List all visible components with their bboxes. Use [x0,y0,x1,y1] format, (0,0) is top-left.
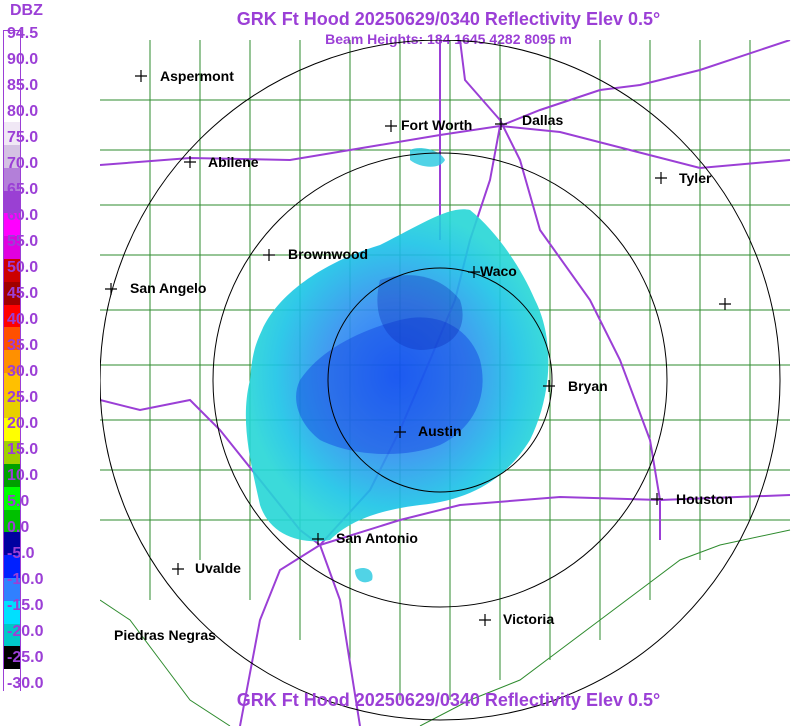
legend-label: 35.0 [7,337,39,354]
legend-label: 5.0 [7,493,30,510]
legend-label: 90.0 [7,51,39,68]
legend-label: -10.0 [7,571,44,588]
city-label-piedras-negras: Piedras Negras [114,627,216,643]
beam-heights-subtitle: Beam Heights: 184 1645 4282 8095 m [325,31,572,47]
legend-color-step [4,486,20,511]
legend-label: 30.0 [7,363,39,380]
legend-color-step [4,509,20,533]
city-markers [105,70,731,626]
city-label-dallas: Dallas [522,112,563,128]
city-label-austin: Austin [418,423,462,439]
legend-color-step [4,236,20,260]
legend-color-step [4,418,20,442]
legend-label: -25.0 [7,649,44,666]
legend-label: 20.0 [7,415,39,432]
legend-label: -5.0 [7,545,35,562]
city-label-abilene: Abilene [208,154,259,170]
legend-label: 80.0 [7,103,39,120]
legend-color-step [4,213,20,237]
city-label-san-angelo: San Angelo [130,280,207,296]
legend-label: -30.0 [7,675,44,692]
legend-color-step [4,669,20,693]
legend-label: 60.0 [7,207,39,224]
legend-color-bar [3,30,21,693]
legend-color-step [4,623,20,647]
legend-label: 70.0 [7,155,39,172]
legend-color-step [4,53,20,78]
range-rings [100,40,781,721]
city-label-brownwood: Brownwood [288,246,368,262]
legend-label: 15.0 [7,441,39,458]
city-label-victoria: Victoria [503,611,554,627]
legend-label: 0.0 [7,519,30,536]
legend-label: 50.0 [7,259,39,276]
legend-color-step [4,395,20,419]
legend-label: 25.0 [7,389,39,406]
legend-label: 65.0 [7,181,39,198]
legend-color-step [4,76,20,100]
city-label-fort-worth: Fort Worth [401,117,472,133]
map-footer-title: GRK Ft Hood 20250629/0340 Reflectivity E… [236,690,661,710]
legend-label: 94.5 [7,25,39,42]
city-label-san-antonio: San Antonio [336,530,418,546]
legend-color-step [4,99,20,123]
dbz-legend: DBZ 94.5 90.0 85.0 80.0 75.0 70.0 65.0 60.0 55.0… [0,0,100,726]
legend-color-step [4,144,20,169]
legend-label: 40.0 [7,311,39,328]
city-label-waco: Waco [480,263,517,279]
legend-color-step [4,555,20,579]
legend-label: -20.0 [7,623,44,640]
map-title: GRK Ft Hood 20250629/0340 Reflectivity E… [236,9,661,29]
legend-label: 75.0 [7,129,39,146]
legend-color-step [4,578,20,602]
legend-label: 10.0 [7,467,39,484]
legend-color-step [4,350,20,374]
city-label-houston: Houston [676,491,733,507]
legend-color-step [4,31,20,55]
legend-color-step [4,646,20,670]
legend-color-step [4,281,20,305]
legend-title: DBZ [10,2,43,19]
legend-color-step [4,167,20,192]
city-label-bryan: Bryan [568,378,608,394]
legend-color-step [4,532,20,556]
city-label-tyler: Tyler [679,170,712,186]
city-label-uvalde: Uvalde [195,560,241,576]
city-labels: Aspermont Abilene Fort Worth Dallas Tyle… [114,68,733,643]
city-label-aspermont: Aspermont [160,68,234,84]
legend-color-step [4,372,20,397]
legend-label: 85.0 [7,77,39,94]
legend-color-step [4,327,20,351]
legend-color-step [4,304,20,328]
legend-color-step [4,600,20,625]
radar-map: Aspermont Abilene Fort Worth Dallas Tyle… [100,40,791,726]
legend-label: 55.0 [7,233,39,250]
legend-color-step [4,122,20,146]
legend-color-step [4,441,20,465]
legend-color-step [4,190,20,214]
legend-color-step [4,464,20,488]
legend-label: 45.0 [7,285,39,302]
legend-label: -15.0 [7,597,44,614]
radar-echoes [245,148,549,583]
legend-color-step [4,258,20,283]
